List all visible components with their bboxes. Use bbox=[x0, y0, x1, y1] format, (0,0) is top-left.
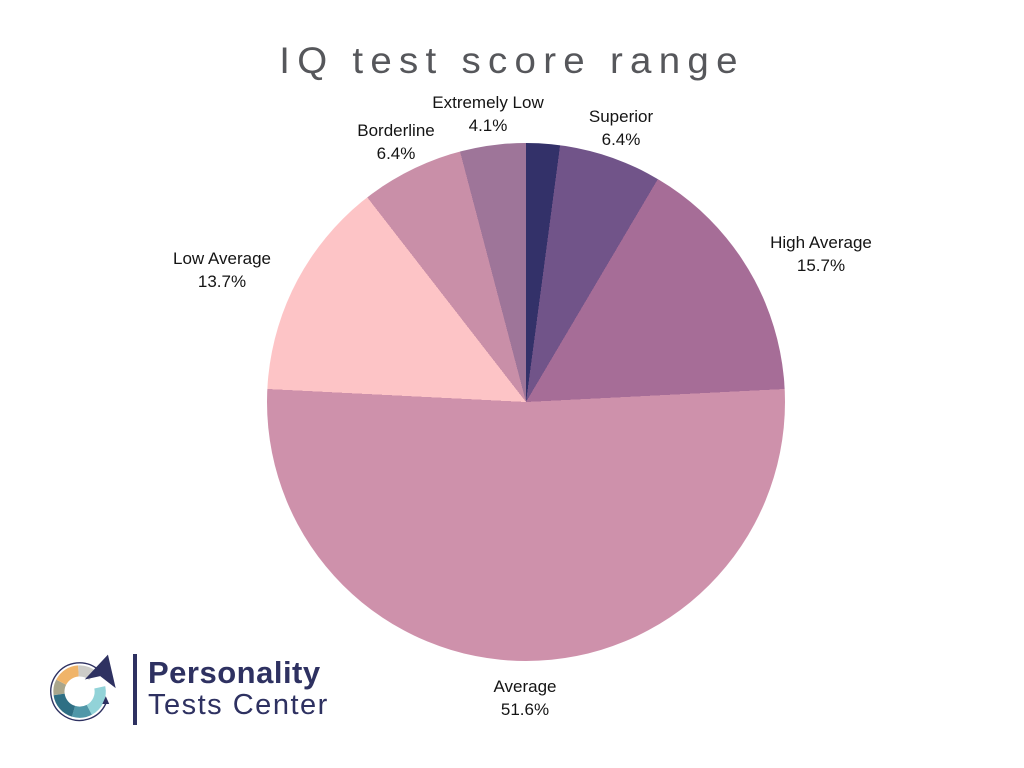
chart-title: IQ test score range bbox=[279, 40, 745, 81]
circular-arrow-head-icon bbox=[102, 696, 110, 705]
ring-segment-medium-teal bbox=[71, 704, 92, 718]
ring-segment-sage bbox=[53, 679, 67, 696]
ring-segment-dark-teal bbox=[53, 693, 76, 717]
logo-name-line1: Personality bbox=[148, 654, 321, 690]
logo-arrow-icon bbox=[84, 654, 116, 689]
pie-label-high-average: High Average 15.7% bbox=[770, 231, 872, 277]
pie-label-name: Borderline bbox=[357, 121, 435, 140]
pie-label-name: Low Average bbox=[173, 249, 271, 268]
logo-ring-arrow-icon bbox=[50, 654, 116, 722]
pie-label-extremely-low: Extremely Low 4.1% bbox=[432, 91, 543, 137]
pie-label-name: Extremely Low bbox=[432, 93, 544, 112]
ring-segment-orange bbox=[56, 665, 80, 686]
pie-label-name: Superior bbox=[588, 107, 654, 126]
pie-label-borderline: Borderline 6.4% bbox=[357, 119, 435, 165]
pie-label-percent: 6.4% bbox=[376, 144, 416, 163]
ring-segment-light-teal bbox=[86, 686, 106, 715]
pie-label-percent: 15.7% bbox=[796, 256, 846, 275]
pie-label-percent: 4.1% bbox=[468, 116, 508, 135]
logo-name-line2: Tests Center bbox=[148, 688, 329, 721]
pie-label-superior: Superior 6.4% bbox=[589, 105, 653, 151]
pie-label-percent: 51.6% bbox=[500, 700, 550, 719]
pie-label-name: Average bbox=[493, 677, 557, 696]
pie-label-name: High Average bbox=[770, 233, 872, 252]
pie-label-average: Average 51.6% bbox=[493, 675, 556, 721]
pie-chart bbox=[267, 143, 785, 661]
pie-label-low-average: Low Average 13.7% bbox=[173, 247, 271, 293]
pie-label-percent: 6.4% bbox=[601, 130, 641, 149]
logo-text: Personality Tests Center bbox=[133, 653, 329, 725]
pie-label-percent: 13.7% bbox=[197, 272, 247, 291]
circular-arrow-outline-icon bbox=[50, 662, 107, 722]
logo: Personality Tests Center bbox=[40, 646, 329, 732]
